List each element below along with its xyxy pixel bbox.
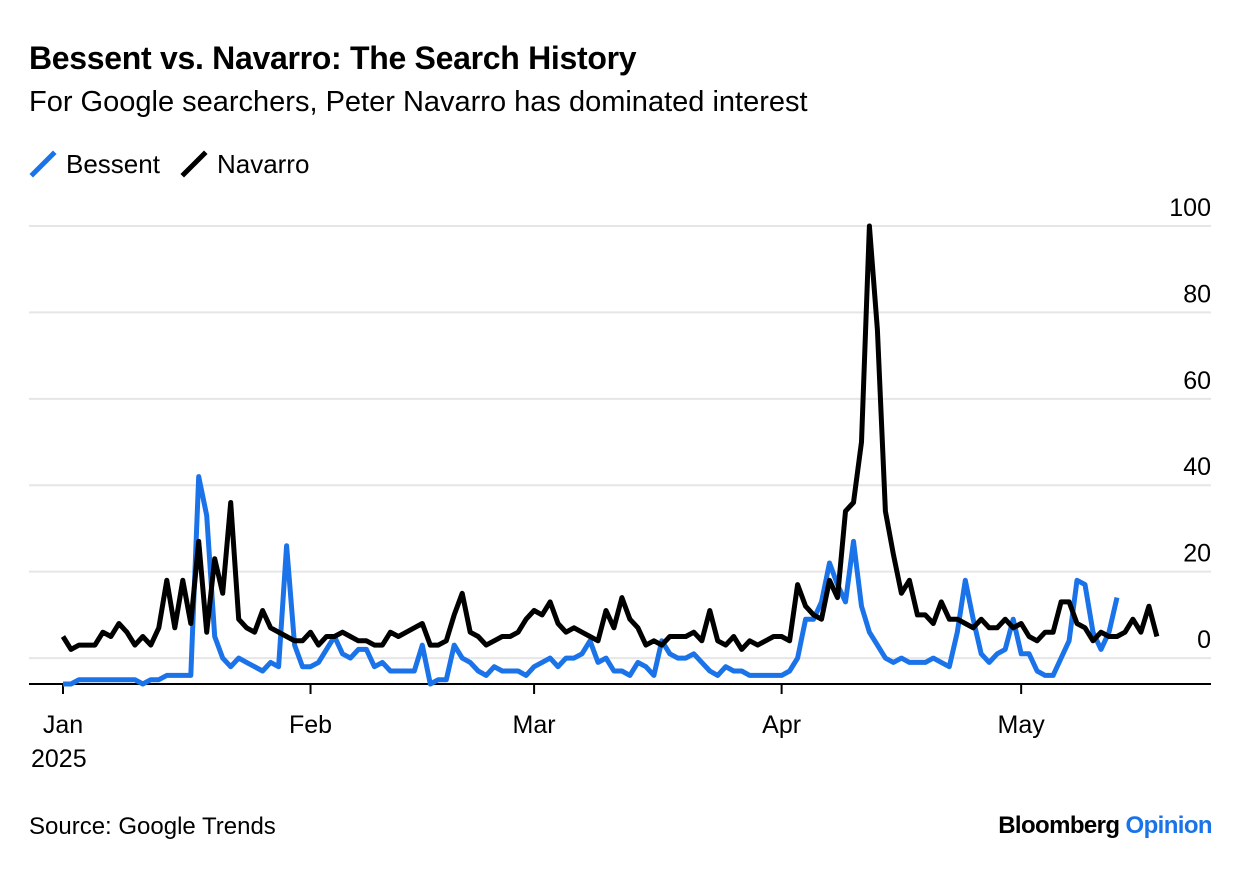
brand-section: Opinion [1125,812,1213,839]
brand-name: Bloomberg [998,812,1120,839]
series-line-navarro [60,223,1160,652]
source-note: Source: Google Trends [29,813,276,840]
y-tick-label: 0 [1197,626,1211,654]
chart-legend: Bessent Navarro [29,147,329,181]
y-tick-label: 100 [1169,194,1211,222]
chart-title: Bessent vs. Navarro: The Search History [29,40,637,76]
legend-label-bessent: Bessent [66,148,160,179]
bloomberg-opinion-logo: Bloomberg Opinion [998,812,1212,840]
y-tick-label: 40 [1183,453,1211,481]
legend-swatch-navarro [180,150,208,178]
chart-subtitle: For Google searchers, Peter Navarro has … [29,86,808,118]
series-line-bessent [63,474,1120,687]
legend-swatch-bessent [29,150,57,178]
y-tick-label: 80 [1183,280,1211,308]
x-tick-label: Jan [43,711,83,739]
x-tick-label: Apr [762,711,801,739]
y-tick-label: 60 [1183,367,1211,395]
x-tick-label: Feb [289,711,332,739]
x-tick-label: May [998,711,1046,739]
y-tick-label: 20 [1183,540,1211,568]
x-tick-year-label: 2025 [31,745,87,773]
legend-item-navarro: Navarro [180,149,309,180]
legend-item-bessent: Bessent [29,149,160,180]
legend-label-navarro: Navarro [216,148,310,179]
x-tick-label: Mar [513,711,556,739]
